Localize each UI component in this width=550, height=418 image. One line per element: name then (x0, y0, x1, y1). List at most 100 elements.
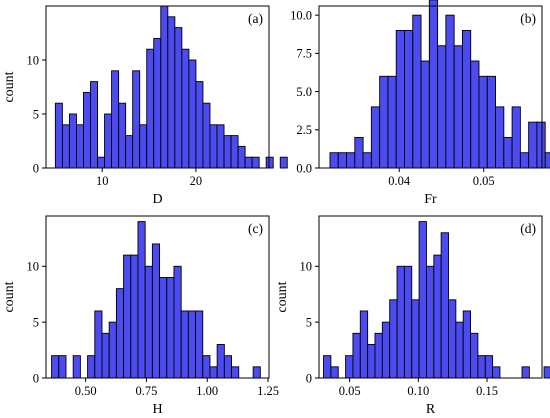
histogram-bar (492, 366, 501, 379)
histogram-bar (428, 0, 439, 169)
histogram-bar (544, 152, 550, 169)
histogram-bar (519, 152, 530, 169)
plot-frame (318, 5, 543, 169)
histogram-bar (461, 30, 472, 169)
histogram-bar (462, 310, 472, 379)
histogram-bar (202, 102, 211, 169)
y-tick-label: 0 (33, 161, 39, 175)
histogram-bar (470, 332, 479, 379)
x-tick-label: 1.25 (257, 384, 279, 398)
histogram-bar (115, 288, 125, 379)
histogram-bar (146, 48, 155, 169)
histogram-bar (94, 310, 103, 379)
histogram-bar (153, 37, 162, 169)
histogram-bar (144, 265, 153, 379)
x-tick-label: 0.15 (476, 384, 498, 398)
histogram-bar (209, 366, 218, 379)
histogram-bar (503, 136, 513, 169)
histogram-bar (426, 265, 435, 379)
x-tick-label: 0.05 (473, 174, 495, 188)
histogram-bar (104, 113, 113, 169)
histogram-bar (486, 75, 496, 169)
x-tick-label: 10 (96, 174, 109, 188)
plot-frame (45, 5, 270, 169)
histogram-bar (90, 81, 98, 169)
histogram-bar (209, 124, 218, 169)
histogram-bar (188, 59, 197, 169)
histogram-bar (216, 344, 225, 379)
histogram-bar (181, 48, 190, 169)
histogram-bar (118, 102, 127, 169)
y-tick-label: 0 (33, 371, 39, 385)
histogram-bar (72, 355, 81, 379)
x-tick-label: 0.04 (388, 174, 411, 188)
histogram-bar (420, 60, 430, 169)
histogram-bar (231, 366, 240, 379)
x-tick-label: 0.75 (135, 384, 157, 398)
histogram-bar (470, 60, 480, 169)
histogram-bar (202, 355, 211, 379)
y-axis-label: count (2, 71, 17, 102)
histogram-bar (330, 366, 339, 379)
x-tick-label: 0.10 (407, 384, 429, 398)
histogram-bar (329, 152, 339, 169)
histogram-bar (251, 156, 260, 169)
histogram-bar (230, 135, 239, 169)
y-tick-label: 7.5 (296, 47, 312, 61)
y-axis-label: count (275, 281, 290, 312)
histogram-bar (411, 299, 420, 379)
y-tick-label: 5 (306, 315, 312, 329)
plot-frame (318, 215, 543, 379)
histogram-bar (511, 106, 521, 169)
histogram-bar (352, 332, 361, 379)
histogram-bar (137, 221, 146, 379)
x-axis-label: H (152, 402, 162, 417)
histogram-bar (216, 124, 225, 169)
histogram-bar (445, 14, 455, 169)
panel-label: (d) (520, 221, 536, 236)
histogram-bar (354, 136, 364, 169)
histogram-bar (337, 152, 347, 169)
panel-label: (a) (248, 11, 263, 26)
x-axis-label: Fr (424, 192, 437, 207)
histogram-bar (521, 366, 530, 379)
x-axis-label: R (426, 402, 436, 417)
histogram-bar (195, 81, 204, 169)
panel-label: (c) (248, 221, 263, 236)
histogram-bar (174, 27, 183, 169)
histogram-bar (396, 265, 405, 379)
histogram-bar (187, 310, 197, 379)
histogram-bar (433, 254, 442, 379)
histogram-bar (455, 321, 464, 379)
histogram-bar (359, 310, 369, 379)
histogram-bar (477, 355, 486, 379)
histogram-bar (111, 70, 120, 169)
y-tick-label: 10 (27, 260, 40, 274)
histogram-bar (252, 366, 261, 379)
histogram-bar (54, 102, 63, 169)
histogram-bar (362, 152, 372, 169)
histogram-bar (495, 106, 505, 169)
histogram-bar (484, 355, 494, 379)
x-tick-label: 1.00 (196, 384, 218, 398)
histogram-bar (237, 145, 246, 169)
histogram-bar (159, 277, 168, 379)
x-axis-label: D (152, 192, 162, 207)
y-tick-label: 10 (27, 53, 40, 67)
y-tick-label: 0 (306, 371, 312, 385)
histogram-bar (367, 344, 376, 379)
histogram-bar (395, 30, 405, 169)
histogram-bar (87, 355, 96, 379)
histogram-bar (478, 75, 488, 169)
histogram-bar (223, 355, 233, 379)
histogram-bar (130, 254, 139, 379)
histogram-bar (345, 355, 354, 379)
y-tick-label: 10 (300, 260, 313, 274)
histogram-bar (370, 106, 381, 169)
y-tick-label: 10.0 (290, 8, 312, 22)
histogram-bar (58, 355, 67, 379)
histogram-bar (404, 30, 414, 169)
histogram-bar (68, 113, 77, 169)
histogram-bar (536, 121, 546, 169)
